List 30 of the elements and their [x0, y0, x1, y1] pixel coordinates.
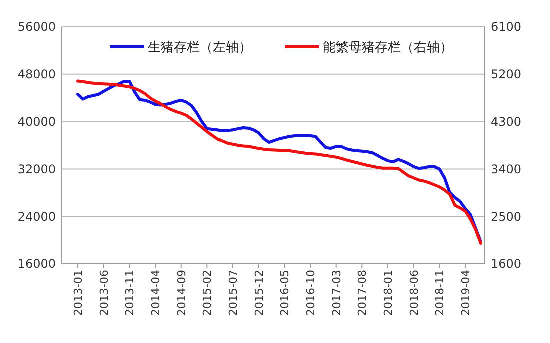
y2-tick-label: 2500: [491, 210, 522, 224]
y-tick-label: 24000: [18, 210, 56, 224]
x-tick-label: 2017-03: [330, 270, 344, 316]
x-tick-label: 2018-11: [434, 270, 447, 316]
x-tick-label: 2017-08: [356, 270, 370, 316]
x-tick-label: 2019-04: [460, 270, 472, 316]
y2-tick-label: 5200: [491, 68, 522, 82]
y2-tick-label: 6100: [491, 20, 522, 34]
y-tick-label: 56000: [18, 20, 56, 34]
legend-label: 能繁母猪存栏（右轴）: [323, 40, 453, 56]
y-tick-label: 40000: [18, 115, 56, 129]
x-tick-label: 2016-10: [304, 270, 318, 316]
x-tick-label: 2015-07: [227, 270, 240, 316]
x-tick-label: 2018-06: [408, 270, 421, 316]
x-tick-label: 2013-06: [98, 270, 111, 316]
x-tick-label: 2014-09: [175, 270, 188, 316]
y-tick-label: 32000: [18, 162, 56, 176]
x-tick-label: 2018-01: [382, 270, 395, 316]
x-tick-label: 2015-02: [201, 270, 214, 316]
x-tick-label: 2014-04: [150, 270, 162, 316]
x-tick-label: 2016-05: [278, 270, 292, 316]
y2-tick-label: 3400: [491, 162, 522, 176]
legend-label: 生猪存栏（左轴）: [148, 40, 252, 56]
x-tick-label: 2015-12: [252, 270, 266, 316]
y-tick-label: 48000: [18, 68, 56, 82]
y-tick-label: 16000: [18, 257, 56, 272]
x-tick-label: 2013-01: [72, 270, 85, 316]
y2-tick-label: 4300: [491, 115, 522, 129]
x-tick-label: 2013-11: [124, 270, 137, 316]
y2-tick-label: 1600: [491, 257, 522, 272]
